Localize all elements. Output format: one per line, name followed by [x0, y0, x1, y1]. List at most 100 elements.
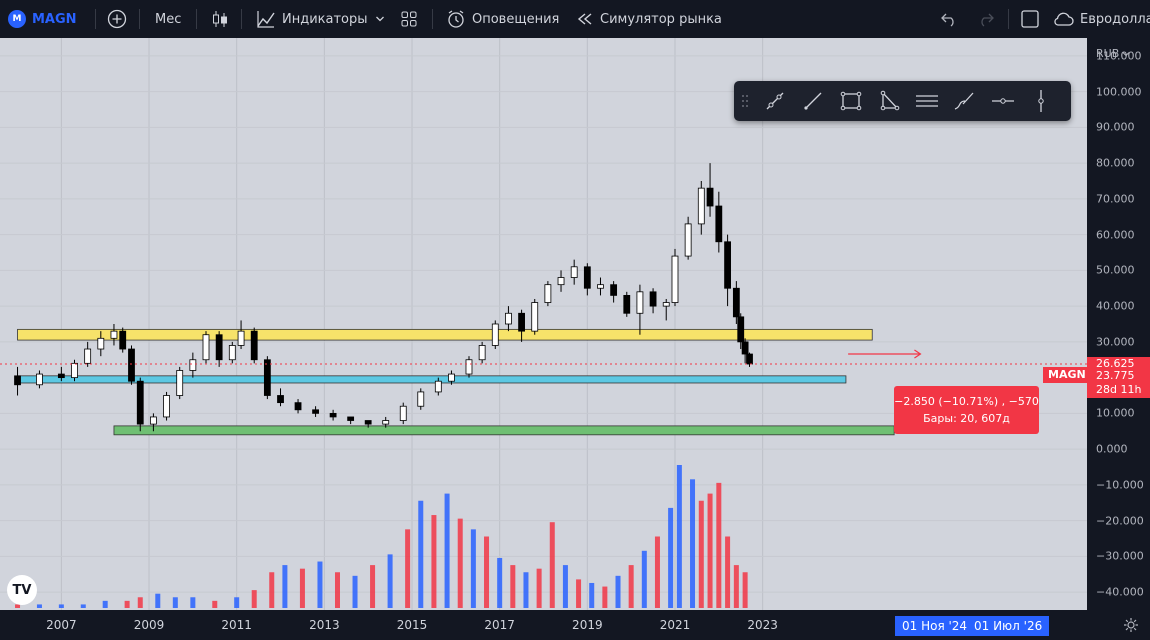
indicators-button[interactable]: Индикаторы	[256, 0, 368, 38]
volume-bar	[707, 493, 713, 608]
volume-bar	[251, 590, 257, 608]
year-label: 2015	[396, 618, 428, 632]
volume-bar	[137, 597, 143, 608]
volume-bar	[444, 493, 450, 608]
volume-bar	[510, 565, 516, 608]
volume-bar	[269, 572, 275, 608]
price-label: −20.000	[1096, 514, 1144, 528]
brush-button[interactable]	[946, 81, 984, 121]
volume-bar	[641, 550, 647, 608]
trend-line-icon	[766, 92, 784, 110]
year-label: 2021	[659, 618, 691, 632]
candle	[215, 334, 223, 361]
candle	[237, 330, 245, 346]
price-label: 10.000	[1096, 406, 1135, 420]
symbol-description-label: Евродоллар	[1080, 11, 1150, 27]
price-label: 40.000	[1096, 299, 1135, 313]
symbol-price-tag: MAGN	[1043, 367, 1091, 383]
candle	[382, 420, 390, 425]
measure-bars: Бары: 20, 607д	[923, 412, 1010, 425]
tradingview-logo[interactable]: TV	[7, 575, 37, 605]
volume-bar	[234, 597, 240, 608]
measure-change: −2.850 (−10.71%) , −570	[894, 395, 1039, 408]
layout-button[interactable]	[1020, 0, 1040, 38]
price-label: 50.000	[1096, 263, 1135, 277]
volume-bar	[615, 575, 621, 608]
volume-bar	[484, 536, 490, 608]
currency-selector[interactable]: RUB	[1096, 47, 1130, 60]
axis-settings[interactable]	[1087, 610, 1150, 640]
candle	[636, 291, 644, 314]
candle	[189, 359, 197, 371]
parallel-channel-button[interactable]	[908, 81, 946, 121]
price-label: 100.000	[1096, 85, 1142, 99]
ray-button[interactable]	[794, 81, 832, 121]
rectangle-icon	[840, 91, 862, 111]
interval-label: Мес	[155, 11, 182, 27]
price-chart[interactable]	[0, 38, 1087, 610]
redo-button[interactable]	[977, 0, 995, 38]
vertical-line-button[interactable]	[1022, 81, 1060, 121]
candle	[623, 294, 631, 314]
candle	[71, 362, 78, 379]
price-label: −40.000	[1096, 585, 1144, 599]
candle	[478, 345, 486, 361]
chart-type-button[interactable]	[211, 0, 229, 38]
candle	[228, 345, 236, 361]
candle	[505, 312, 512, 325]
candle	[14, 375, 21, 386]
volume-bar	[716, 482, 722, 608]
rectangle-button[interactable]	[832, 81, 870, 121]
range-start-label: 01 Ноя '24	[895, 616, 975, 636]
alerts-button[interactable]: Оповещения	[446, 0, 559, 38]
symbol-description[interactable]: Евродоллар	[1052, 0, 1150, 38]
separator	[95, 9, 96, 29]
drag-handle[interactable]	[734, 81, 756, 121]
volume-bar	[405, 529, 411, 608]
candle	[202, 334, 210, 361]
triangle-button[interactable]	[870, 81, 908, 121]
market-replay-label: Симулятор рынка	[600, 11, 722, 27]
volume-bar	[698, 500, 704, 608]
price-label: 0.000	[1096, 442, 1128, 456]
price-axis[interactable]: RUB 110.000 100.000 90.000 80.000 70.000 60.0…	[1087, 38, 1150, 610]
chart-pane[interactable]	[0, 38, 1087, 610]
candle	[36, 373, 43, 386]
candle	[263, 359, 271, 396]
candle	[518, 312, 525, 332]
candle	[448, 373, 455, 382]
symbol-logo: M	[8, 10, 26, 28]
candle	[557, 277, 565, 286]
top-toolbar: M MAGN Мес Индикаторы Оповещения Симулят…	[0, 0, 1150, 38]
volume-bar	[418, 500, 424, 608]
horizontal-line-button[interactable]	[984, 81, 1022, 121]
vertical-line-icon	[1038, 90, 1044, 112]
candle	[312, 409, 319, 414]
compare-button[interactable]	[107, 0, 127, 38]
candle	[741, 341, 749, 355]
candle	[347, 416, 355, 421]
triangle-icon	[880, 90, 900, 111]
alarm-clock-icon	[448, 10, 464, 28]
symbol-search[interactable]: M MAGN	[8, 0, 77, 38]
symbol-name: MAGN	[32, 11, 77, 27]
candle	[491, 323, 499, 346]
time-axis[interactable]: 2007 2009 2011 2013 2015 2017 2019 2021 2023 01 …	[0, 610, 1087, 640]
chevron-down-button[interactable]	[375, 0, 385, 38]
candle	[163, 395, 170, 418]
redo-icon	[981, 13, 994, 27]
separator	[432, 9, 433, 29]
templates-button[interactable]	[400, 0, 418, 38]
price-label: 60.000	[1096, 228, 1135, 242]
trend-line-button[interactable]	[756, 81, 794, 121]
drag-dots-icon	[742, 95, 748, 107]
undo-button[interactable]	[940, 0, 958, 38]
volume-bar	[654, 536, 660, 608]
candle	[250, 330, 258, 361]
separator	[196, 9, 197, 29]
year-label: 2011	[221, 618, 252, 632]
candle	[294, 402, 302, 411]
volume-bar	[589, 582, 595, 608]
market-replay-button[interactable]: Симулятор рынка	[576, 0, 722, 38]
interval-button[interactable]: Мес	[155, 0, 181, 38]
